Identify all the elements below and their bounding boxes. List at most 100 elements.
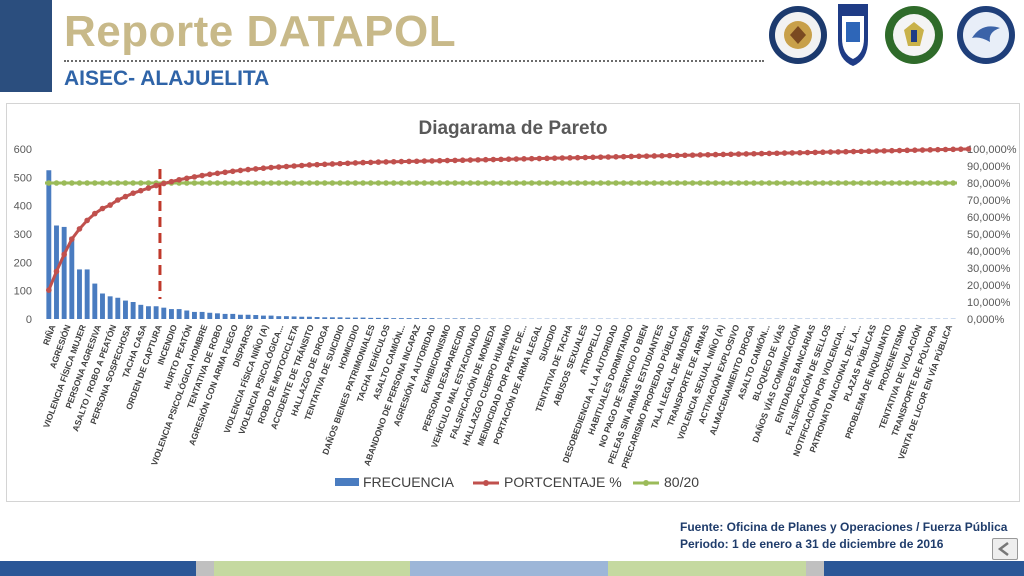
cumulative-point xyxy=(866,148,872,155)
strip-segment xyxy=(824,561,1024,576)
frequency-bar xyxy=(283,316,289,319)
threshold-point xyxy=(306,180,313,186)
threshold-point xyxy=(275,180,282,186)
cumulative-point xyxy=(84,217,90,224)
frequency-bar xyxy=(207,312,213,319)
y-left-tick-label: 200 xyxy=(14,257,32,269)
cumulative-percentage-line xyxy=(47,147,969,291)
frequency-bar xyxy=(475,318,481,319)
cumulative-point xyxy=(889,147,895,154)
threshold-point xyxy=(651,180,658,186)
cumulative-point xyxy=(199,172,205,179)
cumulative-point xyxy=(122,193,129,200)
threshold-point xyxy=(597,180,604,186)
threshold-point xyxy=(383,180,389,186)
cumulative-point xyxy=(183,175,190,182)
y-left-tick-label: 600 xyxy=(14,144,32,156)
threshold-point xyxy=(222,180,228,186)
threshold-point xyxy=(843,180,849,186)
threshold-point xyxy=(53,180,60,186)
cumulative-point xyxy=(597,154,604,160)
back-button[interactable] xyxy=(992,538,1018,560)
threshold-point xyxy=(360,180,366,186)
cumulative-point xyxy=(406,158,412,165)
threshold-point xyxy=(237,180,244,186)
cumulative-point xyxy=(881,148,887,154)
cumulative-point xyxy=(214,170,221,177)
cumulative-point xyxy=(314,161,320,168)
frequency-bar xyxy=(161,307,167,319)
cumulative-point xyxy=(551,155,558,161)
cumulative-point xyxy=(689,152,696,158)
cumulative-point xyxy=(229,168,236,175)
threshold-point xyxy=(682,180,688,186)
legend-frequency-label: FRECUENCIA xyxy=(363,474,455,490)
y-right-tick-label: 80,000% xyxy=(967,178,1011,190)
frequency-bar xyxy=(92,283,98,319)
cumulative-point xyxy=(130,190,136,196)
cumulative-point xyxy=(421,158,428,164)
cumulative-point xyxy=(92,210,98,217)
threshold-point xyxy=(758,180,765,186)
frequency-bar xyxy=(414,318,420,319)
threshold-point xyxy=(283,180,290,186)
threshold-point xyxy=(789,180,796,186)
threshold-point xyxy=(590,180,596,186)
cumulative-point xyxy=(766,150,773,157)
frequency-bar xyxy=(345,317,351,319)
frequency-bar xyxy=(314,317,320,319)
chart-title: Diagarama de Pareto xyxy=(418,118,607,139)
cumulative-point xyxy=(620,153,627,160)
frequency-bar xyxy=(61,226,67,319)
cumulative-point xyxy=(268,164,274,171)
cumulative-point xyxy=(935,146,941,153)
frequency-bar xyxy=(222,313,228,319)
cumulative-point xyxy=(590,154,596,161)
cumulative-point xyxy=(697,152,704,158)
cumulative-point xyxy=(965,146,972,152)
y-right-tick-label: 10,000% xyxy=(967,297,1011,309)
frequency-bar xyxy=(276,316,282,319)
cumulative-point xyxy=(490,156,497,163)
cumulative-point xyxy=(153,182,159,189)
threshold-point xyxy=(268,180,274,186)
footer-source: Fuente: Oficina de Planes y Operaciones … xyxy=(680,519,1007,553)
cumulative-point xyxy=(628,153,635,160)
threshold-point xyxy=(145,180,152,186)
frequency-bar xyxy=(391,318,397,319)
threshold-point xyxy=(314,180,320,186)
cumulative-point xyxy=(613,154,619,160)
frequency-bar xyxy=(214,313,220,319)
threshold-point xyxy=(260,180,267,186)
cumulative-point xyxy=(858,148,864,155)
threshold-point xyxy=(76,180,83,186)
cumulative-point xyxy=(820,149,826,156)
threshold-point xyxy=(61,180,67,186)
frequency-bar xyxy=(299,316,305,319)
frequency-bar xyxy=(437,318,443,319)
cumulative-point xyxy=(758,150,765,157)
threshold-point xyxy=(352,180,359,186)
cumulative-point xyxy=(99,205,106,212)
frequency-bar xyxy=(153,306,159,319)
cumulative-point xyxy=(682,152,688,159)
cumulative-point xyxy=(413,158,420,165)
cumulative-point xyxy=(206,171,213,178)
legend-percentage-marker xyxy=(483,480,489,486)
cumulative-point xyxy=(46,287,52,293)
frequency-bar xyxy=(169,309,174,319)
frequency-bar xyxy=(467,318,473,319)
threshold-point xyxy=(927,180,933,186)
cumulative-point xyxy=(367,159,374,166)
cumulative-point xyxy=(835,149,842,155)
cumulative-point xyxy=(797,149,803,156)
cumulative-point xyxy=(337,160,343,167)
cumulative-point xyxy=(260,165,267,172)
threshold-point xyxy=(505,180,512,186)
threshold-point xyxy=(490,180,497,186)
threshold-point xyxy=(666,180,673,186)
cumulative-point xyxy=(567,155,573,161)
cumulative-point xyxy=(69,236,75,242)
cumulative-point xyxy=(912,147,918,153)
cumulative-point xyxy=(429,158,435,164)
